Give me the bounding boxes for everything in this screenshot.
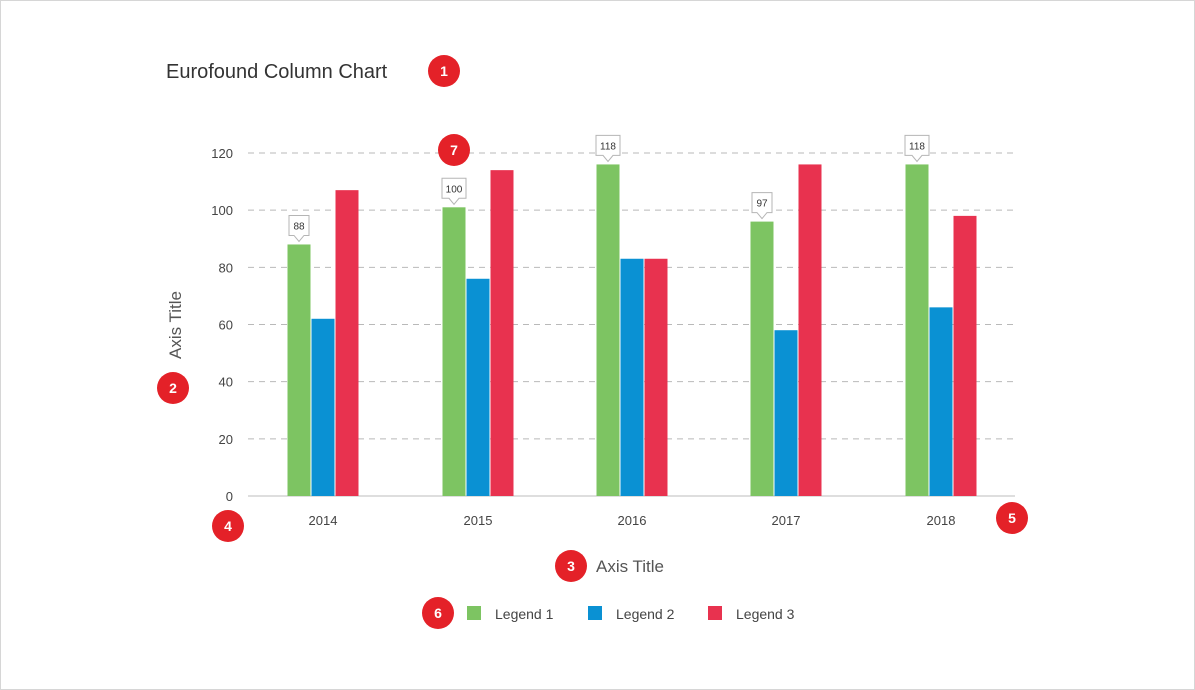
annotation-marker-6-circle: [422, 597, 454, 629]
chart-title: Eurofound Column Chart: [166, 61, 388, 83]
annotation-marker-7-text: 7: [450, 142, 458, 158]
y-tick-label: 80: [219, 260, 233, 275]
legend-label: Legend 2: [616, 606, 675, 622]
legend-swatch: [588, 606, 602, 620]
data-label-callout: [288, 214, 310, 243]
bar-2018-legend-3: [953, 215, 977, 496]
legend-swatch: [708, 606, 722, 620]
bar-2016-legend-2: [620, 258, 644, 496]
bar-2017-legend-1: [750, 221, 774, 496]
annotation-marker-1-circle: [428, 55, 460, 87]
annotation-marker-3-circle: [555, 550, 587, 582]
annotation-marker-3-text: 3: [567, 558, 575, 574]
bar-2016-legend-1: [596, 164, 620, 496]
legend-label: Legend 3: [736, 606, 795, 622]
y-tick-label: 20: [219, 432, 233, 447]
data-labels: 88 100 118 97 118: [288, 134, 930, 243]
legend-label: Legend 1: [495, 606, 554, 622]
bar-2018-legend-1: [905, 164, 929, 496]
annotation-marker-7: 7: [438, 134, 470, 166]
annotation-marker-1: 1: [428, 55, 460, 87]
annotation-marker-6: 6: [422, 597, 454, 629]
bar-2017-legend-2: [774, 330, 798, 496]
legend-swatch: [467, 606, 481, 620]
annotation-marker-4: 4: [212, 510, 244, 542]
y-tick-label: 0: [226, 489, 233, 504]
x-tick-label: 2016: [618, 513, 647, 528]
bar-2017-legend-3: [798, 164, 822, 496]
data-label-callout: [441, 177, 467, 206]
data-label-callout: [595, 134, 621, 163]
annotation-marker-7-circle: [438, 134, 470, 166]
annotation-marker-6-text: 6: [434, 605, 442, 621]
data-label-callout: [751, 192, 773, 220]
annotation-marker-2-text: 2: [169, 380, 177, 396]
bar-2015-legend-1: [442, 207, 466, 496]
x-axis-title: Axis Title: [596, 557, 664, 576]
y-tick-label: 120: [211, 146, 233, 161]
bar-2014-legend-3: [335, 190, 359, 497]
bar-2015-legend-2: [466, 278, 490, 496]
y-tick-label: 40: [219, 375, 233, 390]
data-label: 88: [293, 221, 305, 232]
annotation-marker-5-circle: [996, 502, 1028, 534]
data-label: 118: [909, 141, 925, 152]
y-axis-title: Axis Title: [166, 291, 185, 359]
x-tick-label: 2018: [927, 513, 956, 528]
data-label: 118: [600, 141, 616, 152]
data-label: 97: [756, 199, 768, 210]
annotation-marker-1-text: 1: [440, 63, 448, 79]
bar-2016-legend-3: [644, 258, 668, 496]
annotation-marker-5: 5: [996, 502, 1028, 534]
annotation-marker-2-circle: [157, 372, 189, 404]
y-tick-label: 60: [219, 318, 233, 333]
data-label: 100: [446, 184, 463, 195]
bars: [287, 164, 977, 497]
data-label-callout: [904, 134, 930, 163]
annotation-marker-4-circle: [212, 510, 244, 542]
bar-2015-legend-3: [490, 170, 514, 496]
legend: Legend 1 Legend 2 Legend 3: [467, 606, 795, 622]
y-tick-label: 100: [211, 203, 233, 218]
annotation-marker-4-text: 4: [224, 518, 232, 534]
gridlines: 0 20 40 60 80 100 120 2014 2015 2016 2017 2018: [211, 146, 1015, 528]
annotation-marker-5-text: 5: [1008, 510, 1016, 526]
x-tick-label: 2015: [464, 513, 493, 528]
bar-2014-legend-2: [311, 318, 335, 496]
bar-2014-legend-1: [287, 244, 311, 496]
bar-2018-legend-2: [929, 307, 953, 496]
x-tick-label: 2014: [309, 513, 338, 528]
annotation-marker-3: 3: [555, 550, 587, 582]
x-tick-label: 2017: [772, 513, 801, 528]
annotation-marker-2: 2: [157, 372, 189, 404]
